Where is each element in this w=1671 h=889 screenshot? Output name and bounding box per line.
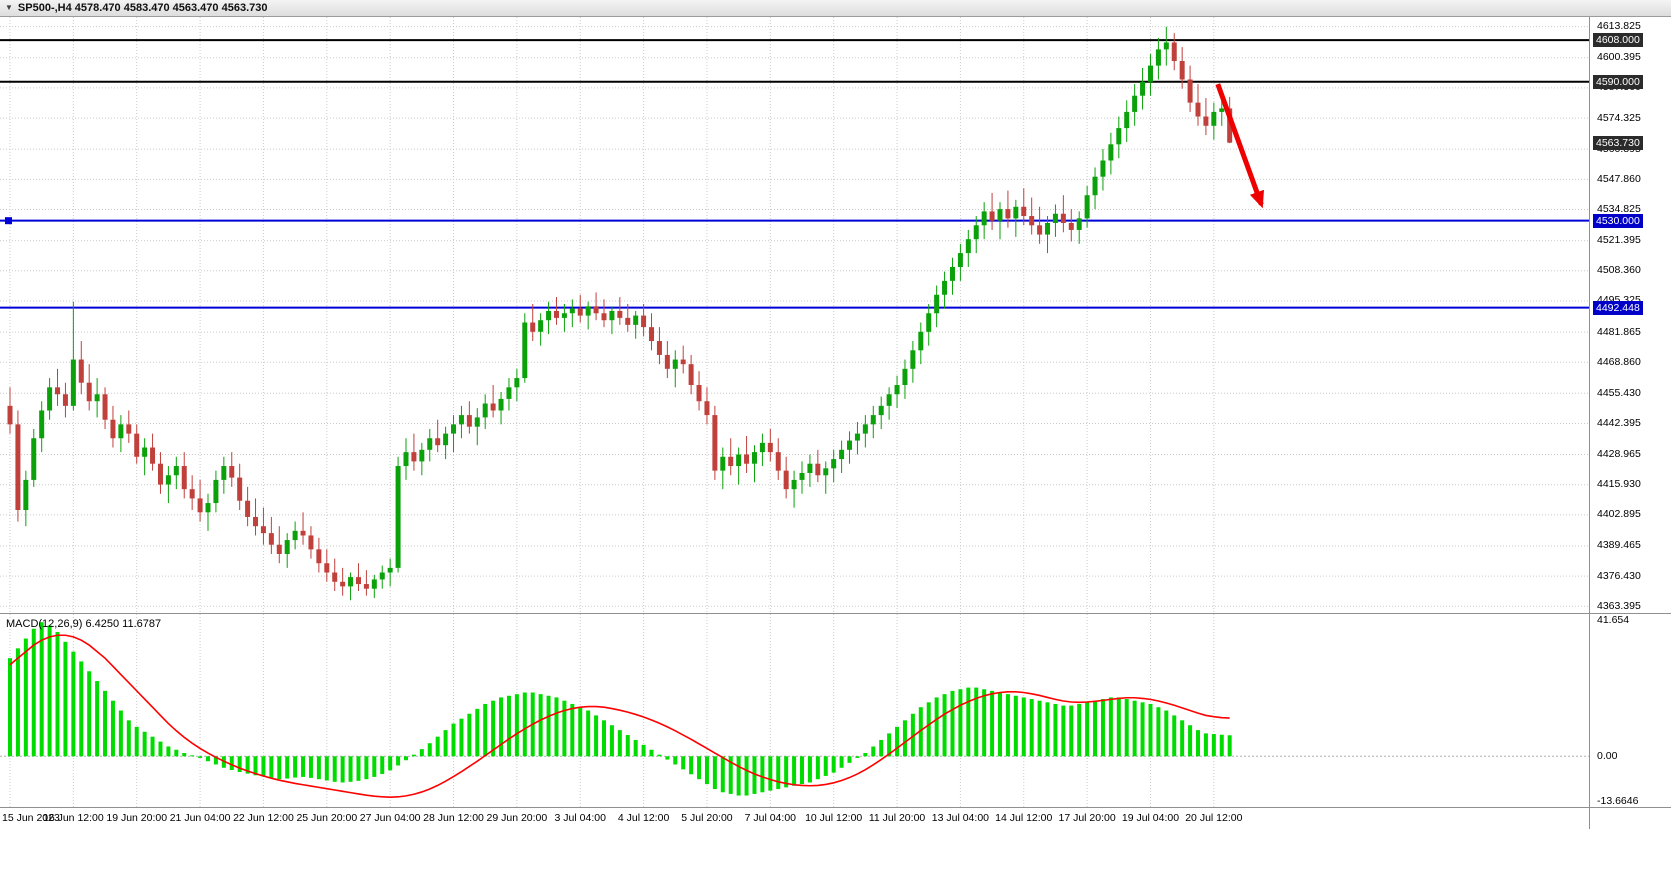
trend-arrow[interactable] (1215, 83, 1264, 209)
time-axis-label: 4 Jul 12:00 (617, 812, 670, 824)
macd-axis-label: -13.6646 (1597, 794, 1639, 807)
time-axis-label: 19 Jun 20:00 (106, 812, 168, 824)
price-axis-label: 4600.395 (1597, 51, 1641, 64)
time-axis-label: 19 Jul 04:00 (1121, 812, 1180, 824)
price-axis-label: 4415.930 (1597, 478, 1641, 491)
time-axis-separator (0, 807, 1671, 808)
price-badge: 4492.448 (1593, 300, 1643, 315)
chart-title-bar: ▼ SP500-,H4 4578.470 4583.470 4563.470 4… (0, 0, 1671, 17)
horizontal-level-lines[interactable] (0, 39, 1589, 309)
price-axis-label: 4481.865 (1597, 325, 1641, 338)
macd-indicator-pane[interactable] (0, 614, 1589, 807)
time-axis-label: 10 Jul 12:00 (805, 812, 863, 824)
time-axis-label: 14 Jul 12:00 (995, 812, 1053, 824)
price-axis-label: 4376.430 (1597, 569, 1641, 582)
price-axis-label: 4402.895 (1597, 508, 1641, 521)
time-axis-label: 22 Jun 12:00 (233, 812, 294, 824)
price-chart-pane[interactable] (0, 17, 1589, 613)
time-axis-label: 21 Jun 04:00 (169, 812, 231, 824)
price-axis-label: 4508.360 (1597, 264, 1641, 277)
price-badge: 4563.730 (1593, 135, 1643, 150)
candles (7, 26, 1233, 601)
price-badge: 4608.000 (1593, 33, 1643, 48)
time-axis-label: 7 Jul 04:00 (744, 812, 796, 824)
grid-lines (0, 17, 1589, 613)
price-axis-label: 4613.825 (1597, 20, 1641, 33)
hline-handle (5, 217, 12, 225)
price-axis-label: 4455.430 (1597, 386, 1641, 399)
time-axis-label: 13 Jul 04:00 (931, 812, 989, 824)
chart-title: SP500-,H4 4578.470 4583.470 4563.470 456… (17, 2, 268, 14)
price-badge: 4590.000 (1593, 74, 1643, 89)
time-axis-label: 29 Jun 20:00 (486, 812, 548, 824)
time-axis-label: 28 Jun 12:00 (423, 812, 484, 824)
time-axis-label: 3 Jul 04:00 (554, 812, 606, 824)
price-scale-separator (1589, 17, 1590, 829)
price-axis-label: 4574.325 (1597, 111, 1641, 124)
time-axis-label: 11 Jul 20:00 (868, 812, 926, 824)
time-axis-label: 16 Jun 12:00 (43, 812, 104, 824)
price-axis-label: 4389.465 (1597, 539, 1641, 552)
price-axis-label: 4428.965 (1597, 448, 1641, 461)
time-axis-label: 15 Jun 2023 (2, 812, 60, 824)
macd-histogram (8, 622, 1232, 796)
price-axis-label: 4442.395 (1597, 416, 1641, 429)
time-axis-label: 25 Jun 20:00 (296, 812, 358, 824)
macd-axis-label: 0.00 (1597, 749, 1618, 762)
price-axis-label: 4363.395 (1597, 599, 1641, 612)
price-axis-label: 4534.825 (1597, 203, 1641, 215)
macd-axis-label: 41.654 (1597, 613, 1630, 626)
time-axis-label: 20 Jul 12:00 (1185, 812, 1243, 824)
chart-menu-icon[interactable]: ▼ (5, 3, 13, 12)
time-axis-label: 17 Jul 20:00 (1058, 812, 1116, 824)
macd-label: MACD(12,26,9) 6.4250 11.6787 (6, 618, 162, 630)
time-axis-label: 27 Jun 04:00 (359, 812, 421, 824)
price-badge: 4530.000 (1593, 213, 1643, 228)
time-axis-label: 5 Jul 20:00 (681, 812, 733, 824)
price-axis-label: 4547.860 (1597, 172, 1641, 185)
price-axis-label: 4521.395 (1597, 234, 1641, 247)
price-axis-label: 4468.860 (1597, 355, 1641, 368)
pane-separator[interactable] (0, 613, 1671, 614)
macd-signal-line (9, 634, 1230, 798)
